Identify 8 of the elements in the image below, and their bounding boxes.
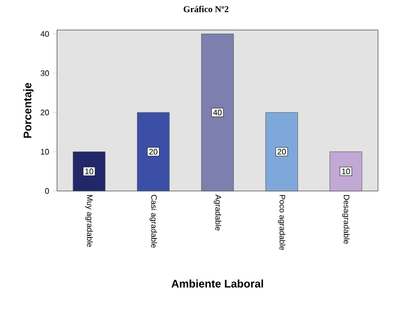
bar (265, 112, 298, 192)
x-axis-title: Ambiente Laboral (171, 280, 263, 288)
bar (72, 152, 106, 192)
y-axis-title: Porcentaje (23, 82, 34, 138)
bar (137, 112, 170, 192)
bar (201, 34, 234, 192)
bar (330, 152, 362, 192)
chart-title: Gráfico Nº2 (184, 6, 228, 12)
